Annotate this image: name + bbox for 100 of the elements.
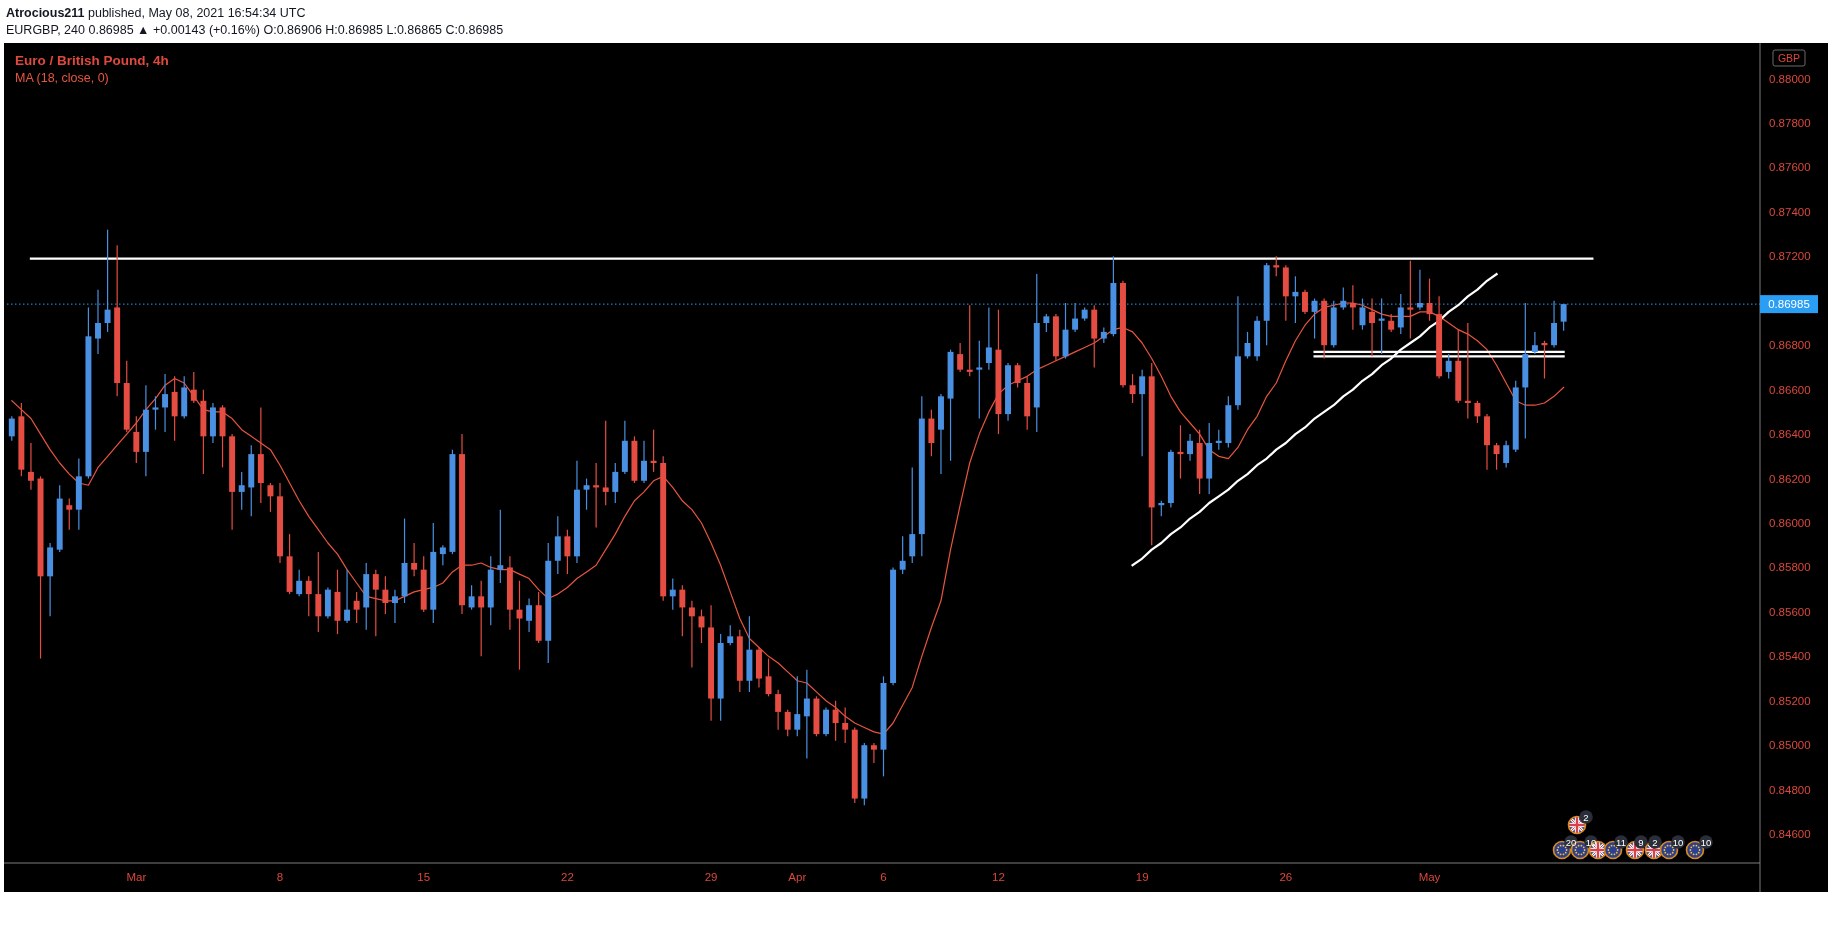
x-tick-label: 19 [1135,871,1149,883]
y-tick-label: 0.85200 [1769,694,1811,707]
y-tick-label: 0.85400 [1769,650,1811,663]
candlestick [775,689,782,731]
candlestick [267,482,274,513]
x-tick-label: 29 [704,871,718,883]
candlestick [305,575,312,617]
y-tick-label: 0.84800 [1769,783,1811,796]
x-tick-label: Mar [126,871,147,883]
candlestick [1139,369,1146,457]
text: MA (18, close, 0) [15,71,109,85]
candlestick [1503,440,1510,469]
y-tick-label: 0.87600 [1769,161,1811,174]
candlestick [909,466,916,564]
y-tick-label: 0.86200 [1769,472,1811,485]
candlestick [162,373,169,433]
candlestick [238,471,245,511]
y-tick-label: 0.86600 [1769,383,1811,396]
candlestick [679,584,686,637]
candlestick [1340,286,1347,311]
candlestick [1541,340,1548,380]
candlestick [1474,400,1481,424]
y-tick-label: 0.86400 [1769,428,1811,441]
candlestick [957,342,964,373]
x-tick-label: 12 [992,871,1005,883]
y-tick-label: 0.86800 [1769,339,1811,352]
y-tick-label: 0.84600 [1769,828,1811,841]
candlestick [315,551,322,633]
y-tick-label: 0.87200 [1769,250,1811,263]
annotation: 11 [1616,836,1626,848]
candlestick [1493,442,1500,471]
candlestick [727,624,734,646]
candlestick [1129,373,1136,404]
candlestick [8,415,15,442]
candlestick [784,709,791,737]
candlestick [976,340,983,420]
candlestick [899,535,906,575]
candlestick [688,600,695,669]
candlestick [1187,433,1194,462]
y-tick-label: 0.87400 [1769,205,1811,218]
y-tick-label: 0.85600 [1769,605,1811,618]
candlestick [602,420,609,506]
candlestick [526,597,533,633]
candlestick [765,657,772,697]
y-tick-label: 0.85800 [1769,561,1811,574]
candlestick [1560,303,1567,332]
candlestick [152,395,159,431]
candlestick [1292,275,1299,324]
candlestick [1531,331,1538,355]
candlestick [296,569,303,597]
annotation: 10 [1672,836,1684,848]
candlestick [1177,424,1184,480]
y-tick-label: 0.86000 [1769,517,1811,529]
candlestick [612,462,619,504]
y-tick-label: 0.85000 [1769,739,1811,752]
x-tick-label: 8 [276,871,284,883]
annotation: 2 [1583,811,1589,823]
annotation: 20 [1565,836,1577,848]
candlestick [439,544,446,566]
candlestick [966,304,973,377]
x-tick-label: 22 [560,871,574,883]
annotation: 10 [1585,836,1597,848]
y-axis-title: GBP [1777,52,1801,64]
candlestick [1311,297,1318,340]
candlestick [1397,293,1404,335]
candlestick [411,542,418,577]
candlestick [583,477,590,511]
y-tick-label: 0.87800 [1769,117,1811,129]
candlestick [382,575,389,615]
candlestick [190,371,197,404]
candlestick [133,415,140,464]
candlestick [985,306,992,371]
candlestick [372,569,379,637]
candlestick [650,429,657,473]
candlestick [1551,300,1558,349]
annotation: 9 [1638,836,1644,848]
x-tick-label: Apr [788,871,807,883]
candlestick [564,529,571,575]
candlestick [669,577,676,611]
candlestick [1302,289,1308,315]
candlestick [593,462,600,529]
x-tick-label: May [1418,871,1441,883]
candlestick [1359,297,1366,331]
candlestick [353,591,360,624]
annotation: 10 [1700,836,1712,848]
y-tick-label: 0.88000 [1769,72,1811,85]
candlestick [1014,362,1021,389]
candlestick [66,497,73,531]
candlestick [391,589,398,624]
candlestick [104,229,111,333]
candlestick [1215,429,1222,451]
candlestick [1416,269,1423,311]
candlestick [803,669,810,760]
candlestick [1464,322,1471,420]
x-tick-label: 15 [417,871,431,883]
candlestick [497,509,504,584]
candlestick [794,675,801,737]
candlestick [1445,353,1452,380]
annotation: 2 [1652,836,1658,848]
candlestick [478,580,485,657]
